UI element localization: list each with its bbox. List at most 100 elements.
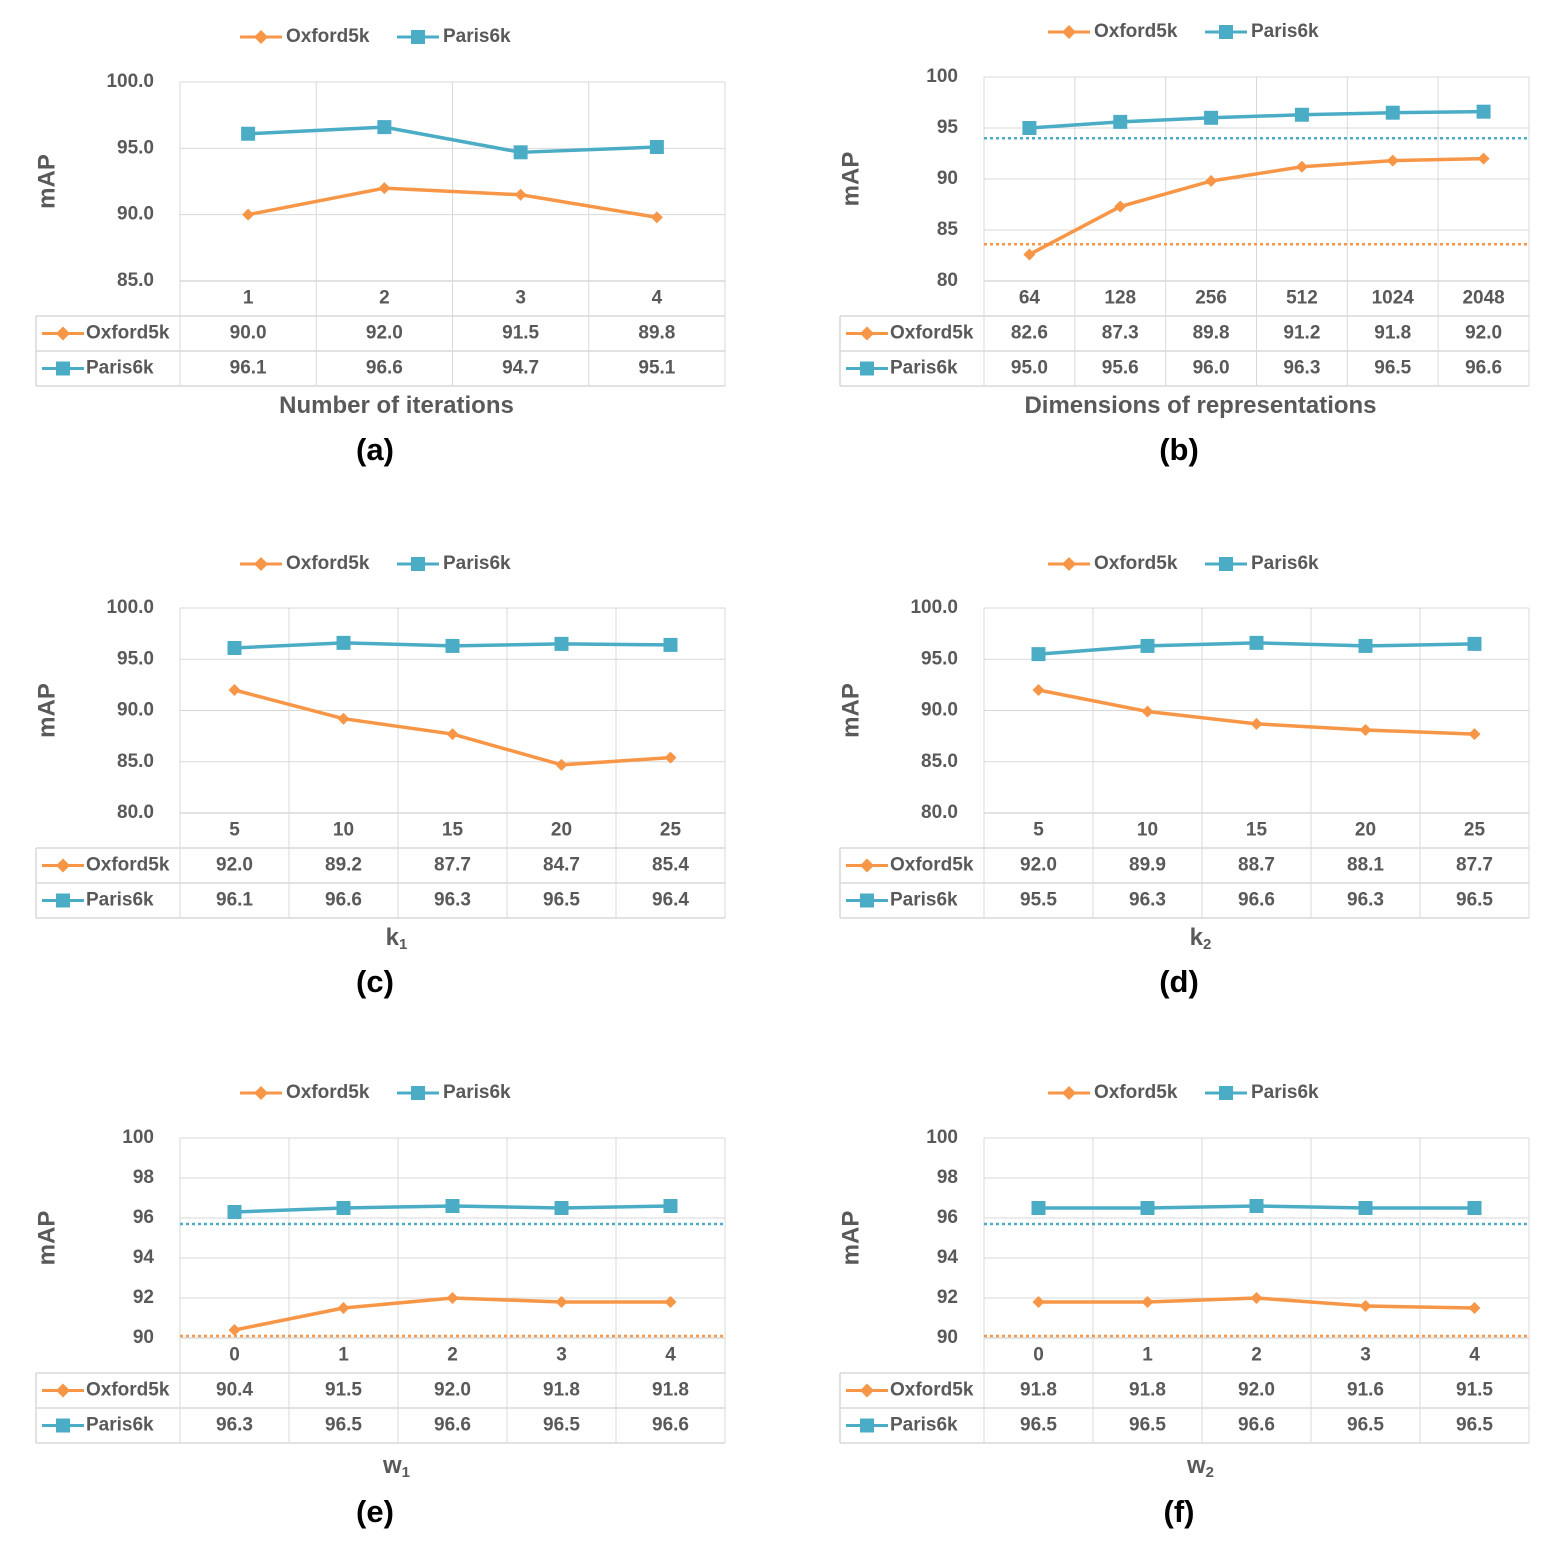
x-axis-label-main: Dimensions of representations [1024,392,1376,419]
x-tick-label: 1 [243,288,254,309]
legend-paris6k-symbol [1205,25,1247,39]
table-value-oxford5k: 85.4 [652,855,689,876]
table-value-oxford5k: 91.8 [1129,1380,1166,1401]
x-tick-label: 10 [1137,820,1158,841]
series-line-paris6k [248,125,657,155]
table-paris6k-symbol-marker [860,1418,874,1433]
legend: Oxford5k Paris6k [240,26,511,47]
table-value-paris6k: 96.4 [652,890,689,911]
table-paris6k-symbol-marker [56,1418,70,1433]
y-tick-label: 95.0 [117,648,154,669]
table-oxford5k-header: Oxford5k [890,1380,974,1401]
x-tick-label: 15 [1246,820,1268,841]
data-point-paris6k [663,1199,678,1213]
table-value-oxford5k: 91.8 [543,1380,580,1401]
data-point-paris6k [1358,638,1373,653]
legend-oxford5k-label: Oxford5k [286,1082,370,1103]
legend-oxford5k-symbol-marker [254,557,268,571]
data-point-paris6k [227,1205,242,1219]
data-table [35,1138,726,1444]
legend-oxford5k-label: Oxford5k [286,553,370,574]
table-value-paris6k: 96.6 [1238,1415,1275,1436]
table-paris6k-symbol [846,361,888,376]
x-tick-label: 3 [1360,1345,1371,1366]
table-paris6k-header: Paris6k [890,1415,958,1436]
data-point-oxford5k [242,208,255,221]
legend-paris6k-symbol [397,1086,439,1100]
x-tick-label: 256 [1195,288,1227,309]
y-axis-label: mAP [33,683,60,738]
table-paris6k-symbol [42,893,84,908]
data-point-paris6k [1031,647,1046,662]
legend-oxford5k-symbol [240,1086,282,1100]
x-axis-label: Dimensions of representations [1024,392,1376,419]
data-point-paris6k [1140,1201,1155,1215]
legend-oxford5k-symbol [1048,1086,1090,1100]
panel-label: (b) [1159,432,1199,467]
legend-paris6k-label: Paris6k [1251,21,1319,42]
series-line-paris6k [1029,109,1484,130]
table-value-oxford5k: 88.7 [1238,855,1275,876]
data-point-oxford5k [1250,717,1263,730]
data-point-paris6k [445,638,460,653]
table-value-paris6k: 95.0 [1011,358,1048,379]
data-point-oxford5k [337,1302,350,1314]
data-point-oxford5k [1250,1292,1263,1304]
y-axis-label: mAP [837,1211,864,1266]
table-value-paris6k: 96.0 [1193,358,1230,379]
y-tick-label: 85.0 [117,270,154,291]
data-point-paris6k [1140,638,1155,653]
data-point-paris6k [377,120,392,135]
x-axis-label: w2 [1186,1452,1214,1481]
x-tick-label: 2 [1251,1345,1262,1366]
legend-paris6k-symbol-marker [1219,557,1233,571]
table-paris6k-symbol-marker [860,361,874,376]
data-point-paris6k [1204,110,1219,125]
data-point-oxford5k [1359,1300,1372,1312]
data-point-oxford5k [228,1324,241,1336]
data-table [839,608,1530,919]
y-tick-label: 85 [937,219,959,240]
x-axis-label-main: w [1186,1452,1206,1479]
table-value-oxford5k: 91.6 [1347,1380,1384,1401]
data-point-oxford5k [446,728,459,741]
table-paris6k-symbol [42,1418,84,1433]
x-tick-label: 10 [333,820,354,841]
y-tick-label: 80.0 [921,802,958,823]
legend-paris6k-symbol [1205,1086,1247,1100]
data-point-oxford5k [555,758,568,771]
y-tick-label: 90 [133,1327,154,1348]
table-value-paris6k: 96.3 [1129,890,1166,911]
legend-oxford5k-symbol [1048,557,1090,571]
x-axis-label-subscript: 2 [1203,936,1211,953]
legend-paris6k-symbol [397,557,439,571]
table-value-paris6k: 95.6 [1102,358,1139,379]
table-value-paris6k: 96.6 [325,890,362,911]
chart-panel-e: Oxford5k Paris6k 90 92 94 96 98 100 0 1 2 3 4 Oxford5… [33,1082,726,1529]
x-tick-label: 64 [1019,288,1041,309]
table-oxford5k-symbol [846,858,888,873]
legend-paris6k-symbol [397,30,439,44]
table-oxford5k-symbol [42,1383,84,1398]
data-point-paris6k [1249,1199,1264,1213]
table-value-paris6k: 96.5 [1374,358,1411,379]
x-axis-label: k1 [386,924,408,953]
table-oxford5k-symbol-marker [860,1383,874,1398]
table-value-oxford5k: 89.9 [1129,855,1166,876]
y-tick-label: 95 [937,117,959,138]
data-point-oxford5k [337,712,350,725]
x-tick-label: 5 [229,820,240,841]
series-line-oxford5k [247,186,658,220]
legend-paris6k-label: Paris6k [443,26,511,47]
x-tick-label: 20 [551,820,572,841]
x-tick-label: 4 [652,288,663,309]
series-line-oxford5k [1028,156,1484,257]
x-tick-label: 1 [338,1345,349,1366]
x-tick-label: 4 [665,1345,676,1366]
y-axis-label: mAP [33,154,60,209]
table-value-paris6k: 96.6 [1238,890,1275,911]
data-point-oxford5k [1032,684,1045,696]
y-tick-label: 100 [122,1127,154,1148]
legend-paris6k-symbol-marker [1219,1086,1233,1100]
table-value-oxford5k: 92.0 [1465,323,1502,344]
